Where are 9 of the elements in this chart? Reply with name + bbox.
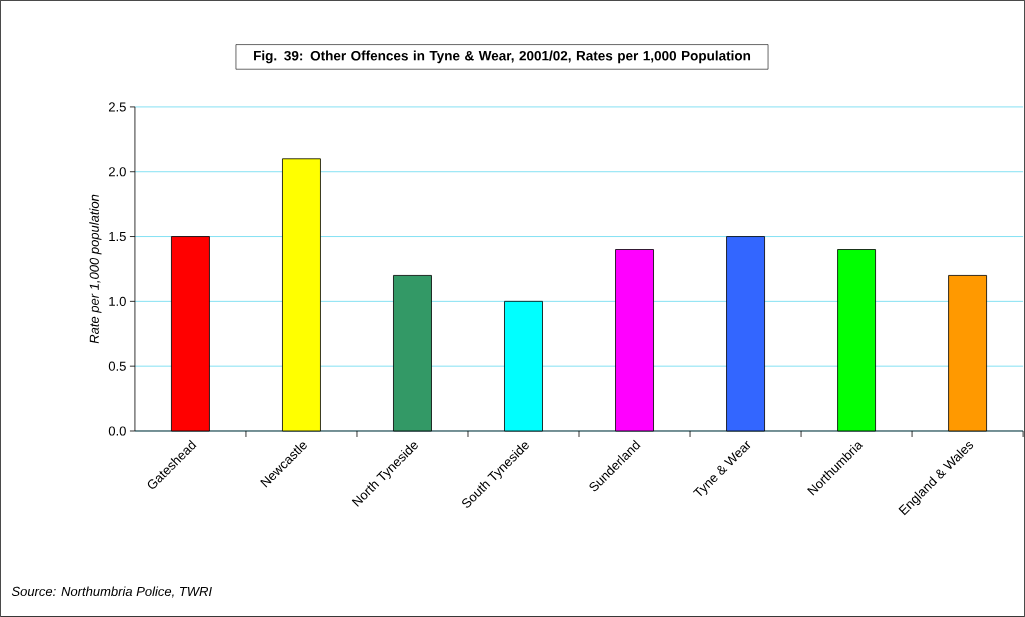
y-tick-label: 2.5: [108, 102, 126, 112]
y-axis-title: Rate per 1,000 population: [89, 194, 102, 344]
y-tick-label: 0.5: [108, 361, 126, 371]
y-tick-label: 1.0: [109, 296, 126, 306]
y-tick-label: 2.0: [108, 167, 126, 177]
chart-title: Fig. 39: Other Offences in Tyne & Wear, 2001/02, Rates per 1,000 Population: [254, 50, 751, 64]
y-tick-label: 1.5: [109, 232, 126, 242]
source-note: Source: Northumbria Police, TWRI: [11, 586, 212, 598]
y-tick-label: 0.0: [108, 426, 126, 436]
